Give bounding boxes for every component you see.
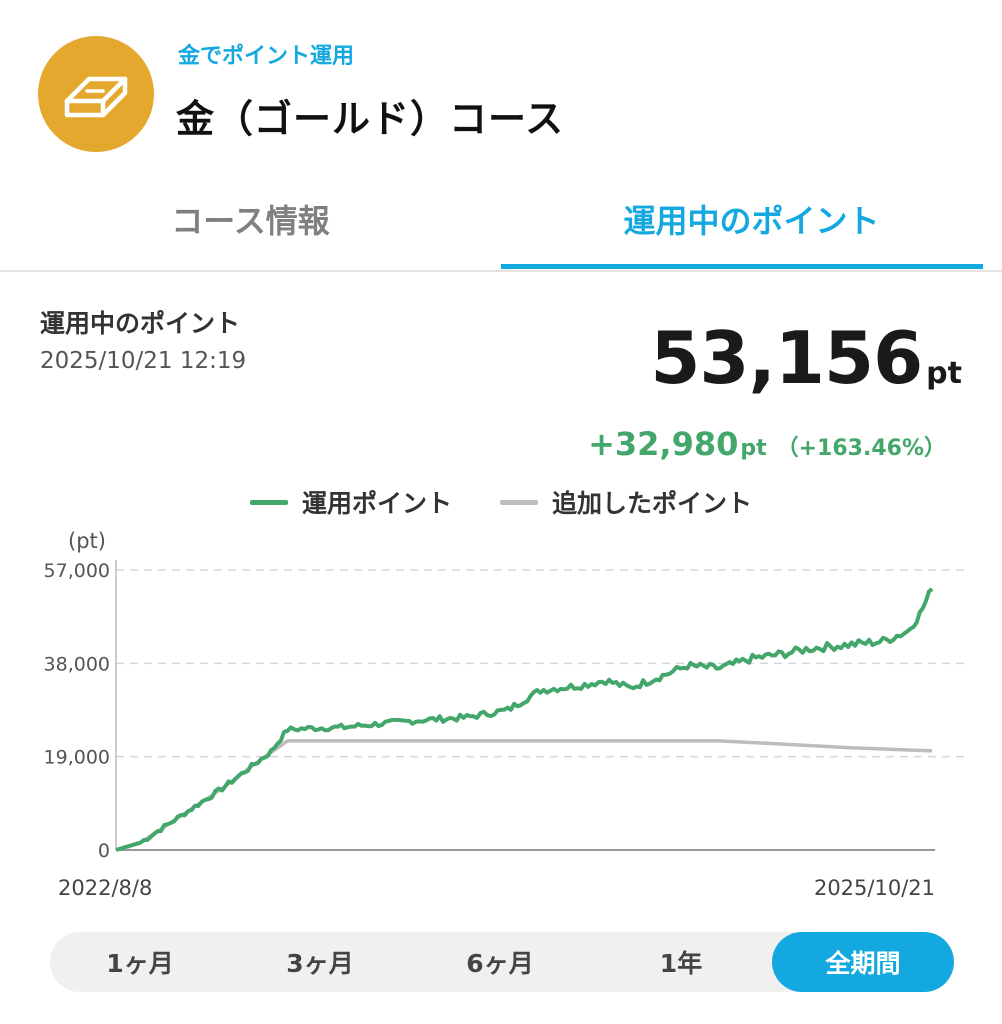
legend-swatch-green (249, 499, 288, 505)
series-line-invested-points (115, 587, 934, 852)
gain-number: +32,980 (588, 425, 739, 463)
x-end-label: 2025/10/21 (814, 876, 935, 900)
range-all-button[interactable]: 全期間 (772, 932, 954, 992)
summary-datetime: 2025/10/21 12:19 (40, 348, 247, 374)
gain-unit: pt (740, 436, 767, 461)
points-value: 53,156 pt (650, 316, 962, 400)
chart-legend: 運用ポイント 追加したポイント (0, 484, 1002, 520)
y-tick-label: 0 (98, 840, 110, 862)
course-subtitle: 金でポイント運用 (178, 44, 355, 69)
points-number: 53,156 (650, 316, 923, 400)
range-3-months-button[interactable]: 3ヶ月 (286, 949, 354, 978)
legend-label-added: 追加したポイント (552, 489, 753, 518)
range-1-year-button[interactable]: 1年 (659, 949, 703, 978)
range-1-month-button[interactable]: 1ヶ月 (106, 949, 174, 978)
gain-percentage: （+163.46%） (776, 436, 946, 461)
y-tick-label: 38,000 (44, 653, 110, 675)
tab-active-indicator (501, 264, 983, 269)
tab-bar: コース情報 運用中のポイント (0, 170, 1002, 272)
legend-swatch-gray (500, 499, 538, 505)
range-6-months-button[interactable]: 6ヶ月 (466, 949, 534, 978)
points-gain: +32,980 pt （+163.46%） (588, 425, 946, 463)
points-chart-svg: (pt) 57,000 38,000 19,000 0 2022/8/8 2025/10/2… (44, 529, 970, 900)
tab-course-info[interactable]: コース情報 (171, 202, 330, 240)
x-start-label: 2022/8/8 (58, 876, 152, 900)
y-tick-label: 19,000 (44, 747, 110, 769)
legend-label-invested: 運用ポイント (301, 489, 452, 518)
range-selector: 1ヶ月 3ヶ月 6ヶ月 1年 全期間 (50, 932, 954, 992)
y-tick-label: 57,000 (44, 560, 110, 582)
points-chart: (pt) 57,000 38,000 19,000 0 2022/8/8 2025/10/2… (0, 520, 1002, 914)
summary-label: 運用中のポイント (40, 309, 241, 338)
y-axis-unit-label: (pt) (68, 529, 106, 553)
gold-bar-icon (38, 36, 154, 152)
course-title: 金（ゴールド）コース (176, 97, 565, 141)
legend-item-added: 追加したポイント (500, 484, 752, 520)
points-unit: pt (926, 356, 962, 391)
tab-active-points[interactable]: 運用中のポイント (623, 202, 880, 240)
course-header: 金でポイント運用 金（ゴールド）コース (0, 0, 1002, 170)
legend-item-invested: 運用ポイント (249, 484, 452, 520)
